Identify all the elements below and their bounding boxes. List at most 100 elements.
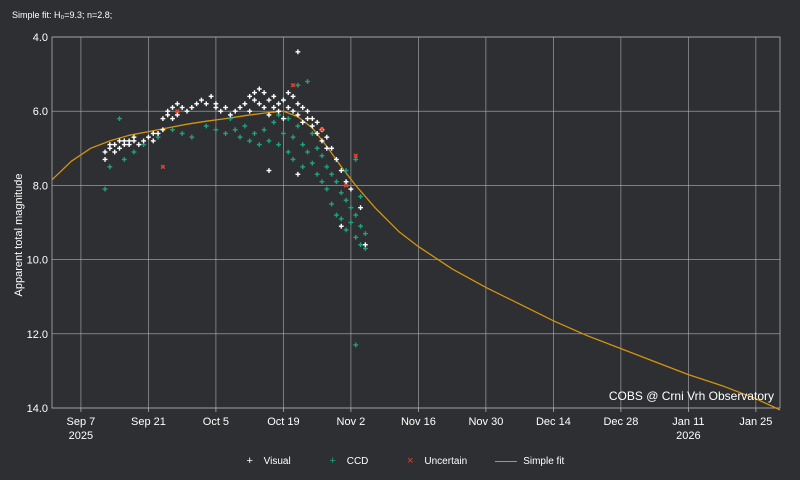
- x-tick-label: Dec 14: [536, 416, 571, 428]
- x-tick-year-label: 2025: [69, 430, 93, 442]
- simple-fit-line: [51, 110, 781, 411]
- ccd-point: [285, 116, 291, 122]
- y-tick-label: 4.0: [33, 32, 48, 44]
- visual-point: [324, 145, 330, 151]
- y-tick-label: 10.0: [27, 255, 48, 267]
- visual-point: [126, 138, 132, 144]
- visual-point: [281, 97, 286, 103]
- legend-item-visual[interactable]: + Visual: [236, 455, 290, 467]
- ccd-point: [223, 131, 228, 136]
- visual-point: [170, 105, 175, 110]
- legend-item-uncertain[interactable]: × Uncertain: [396, 455, 467, 467]
- plot-frame: [51, 36, 781, 409]
- ccd-point: [329, 201, 335, 207]
- ccd-point: [300, 142, 306, 147]
- visual-point: [165, 112, 171, 118]
- ccd-point: [309, 131, 315, 136]
- x-tick-label: Jan 11: [672, 416, 704, 428]
- visual-point: [218, 108, 224, 114]
- visual-point: [150, 131, 156, 136]
- credit-label: COBS @ Crni Vrh Observatory: [609, 389, 774, 403]
- ccd-point: [353, 157, 359, 162]
- legend-plus-icon: +: [246, 455, 253, 467]
- visual-point: [290, 108, 296, 114]
- visual-point: [136, 142, 142, 147]
- visual-point: [281, 116, 286, 122]
- visual-point: [117, 138, 122, 144]
- visual-point: [290, 93, 296, 99]
- ccd-point: [189, 134, 195, 140]
- visual-point: [348, 186, 354, 192]
- visual-point: [362, 242, 368, 248]
- legend-item-ccd[interactable]: + CCD: [319, 455, 369, 467]
- grid-layer: [51, 36, 781, 409]
- visual-point: [237, 105, 243, 110]
- ccd-point: [295, 123, 301, 129]
- ccd-point: [334, 212, 339, 218]
- visual-point: [232, 108, 238, 114]
- visual-point: [309, 123, 315, 129]
- visual-point: [223, 105, 228, 110]
- visual-point: [131, 134, 137, 140]
- x-tick-label: Oct 19: [267, 416, 299, 428]
- y-tick-label: 8.0: [33, 180, 48, 192]
- uncertain-point: [175, 108, 180, 114]
- visual-point: [160, 127, 166, 133]
- comet-lightcurve-chart: 4.0 6.0 8.0 10.0 12.0 14.0 Sep 7 2025 Sep 21 Oct …: [13, 32, 781, 442]
- ccd-point: [252, 131, 257, 136]
- ccd-point: [343, 168, 349, 173]
- ccd-point: [281, 131, 286, 136]
- visual-point: [174, 101, 180, 107]
- legend-line-icon: [495, 460, 518, 462]
- visual-point: [314, 131, 320, 136]
- visual-point: [285, 105, 291, 110]
- visual-point: [329, 145, 335, 151]
- chart-subtitle: Simple fit: H₀=9.3; n=2.8;: [12, 10, 113, 20]
- ccd-point: [300, 164, 306, 170]
- visual-point: [261, 105, 267, 110]
- ccd-point: [256, 142, 262, 147]
- visual-point: [309, 116, 315, 122]
- x-tick-label: Nov 2: [337, 416, 366, 428]
- visual-point: [256, 86, 262, 92]
- visual-point: [112, 142, 118, 147]
- y-tick-label: 6.0: [33, 106, 48, 118]
- visual-point: [305, 108, 310, 114]
- visual-point: [170, 116, 175, 122]
- ccd-point: [353, 212, 359, 218]
- ccd-point: [179, 131, 185, 136]
- visual-point: [343, 179, 349, 185]
- visual-point: [266, 97, 272, 103]
- uncertain-point: [290, 82, 296, 88]
- legend-item-simple-fit[interactable]: Simple fit: [495, 455, 564, 467]
- visual-point: [271, 93, 277, 99]
- points-layer: [102, 49, 368, 348]
- visual-point: [266, 112, 272, 118]
- visual-point: [295, 112, 301, 118]
- ccd-point: [353, 342, 359, 348]
- visual-point: [203, 101, 209, 107]
- x-tick-label: Nov 30: [468, 416, 503, 428]
- ccd-point: [276, 142, 281, 147]
- ccd-point: [324, 186, 330, 192]
- ccd-point: [290, 157, 296, 162]
- ccd-point: [121, 157, 127, 162]
- ccd-point: [247, 138, 253, 144]
- visual-point: [227, 112, 233, 118]
- x-tick-label: Dec 28: [603, 416, 638, 428]
- y-axis-label: Apparent total magnitude: [13, 174, 25, 297]
- uncertain-point: [353, 153, 359, 159]
- axis-layer: 4.0 6.0 8.0 10.0 12.0 14.0 Sep 7 2025 Sep 21 Oct …: [27, 32, 773, 442]
- visual-point: [199, 97, 204, 103]
- ccd-point: [358, 223, 363, 229]
- ccd-point: [329, 171, 335, 177]
- visual-point: [295, 101, 301, 107]
- ccd-point: [232, 127, 238, 133]
- visual-point: [266, 168, 272, 173]
- uncertain-point: [319, 127, 325, 133]
- visual-point: [247, 108, 253, 114]
- ccd-point: [348, 220, 354, 225]
- ccd-point: [343, 227, 349, 233]
- y-tick-label: 12.0: [27, 329, 48, 341]
- visual-point: [194, 101, 200, 107]
